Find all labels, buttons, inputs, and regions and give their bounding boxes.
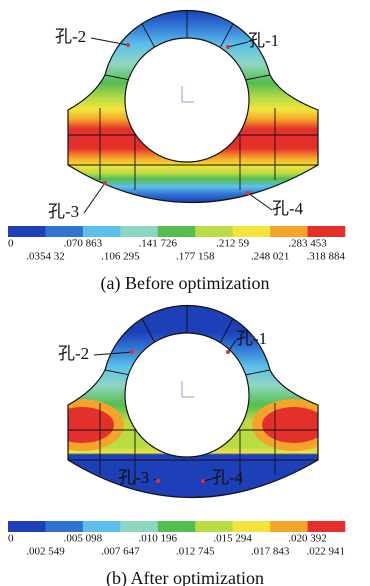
legend-label: .0354 32 (26, 251, 65, 263)
legend-label: 0 (8, 238, 14, 250)
legend-swatch (158, 226, 196, 237)
hole-label: 孔-3 (48, 202, 79, 221)
contour-body (60, 5, 325, 210)
panel-a: 孔-1 孔-2 孔-3 孔-4 0 .070 863 .141 726 .212 59 .283… (8, 5, 346, 294)
hole-label: 孔-4 (212, 468, 244, 487)
legend-label: .017 843 (251, 546, 290, 558)
hot-spot (50, 407, 114, 443)
legend-label: .070 863 (64, 238, 103, 250)
legend-swatch (120, 521, 158, 532)
hole-label: 孔-2 (58, 344, 89, 363)
hole-marker (226, 350, 230, 354)
legend-swatch (83, 521, 121, 532)
hole-marker (201, 479, 205, 483)
caption: (b) After optimization (106, 568, 264, 586)
hole-marker (103, 181, 107, 185)
legend-label: .177 158 (176, 251, 215, 263)
hole-label: 孔-3 (118, 468, 149, 487)
legend-swatch (45, 521, 83, 532)
hole-label: 孔-2 (55, 27, 86, 46)
hole-marker (126, 43, 130, 47)
legend-label: .007 647 (101, 546, 140, 558)
legend-label: .020 392 (288, 533, 327, 545)
legend-label: .010 196 (139, 533, 178, 545)
hole-marker (246, 191, 250, 195)
legend-label: .002 549 (26, 546, 65, 558)
legend-label: .005 098 (64, 533, 103, 545)
legend-swatch (233, 521, 271, 532)
legend-swatch (45, 226, 83, 237)
legend-label: .012 745 (176, 546, 215, 558)
legend-swatch (83, 226, 121, 237)
caption: (a) Before optimization (101, 273, 270, 294)
hole-label: 孔-1 (248, 31, 279, 50)
legend-label: .141 726 (139, 238, 178, 250)
legend-swatch (158, 521, 196, 532)
legend-swatch (195, 226, 233, 237)
legend-label: .248 021 (251, 251, 290, 263)
legend-swatch (120, 226, 158, 237)
hole-marker (130, 350, 134, 354)
hole-label: 孔-1 (236, 329, 267, 348)
hole-label: 孔-4 (272, 199, 304, 218)
legend-label: .106 295 (101, 251, 140, 263)
legend-label: .212 59 (216, 238, 250, 250)
hot-spot (262, 407, 326, 443)
legend-swatch (308, 226, 346, 237)
figure: 孔-1 孔-2 孔-3 孔-4 0 .070 863 .141 726 .212 59 .283… (0, 0, 370, 586)
legend-swatch (233, 226, 271, 237)
legend-label: .022 941 (307, 546, 346, 558)
leader-line (248, 193, 272, 210)
legend-label: .283 453 (288, 238, 327, 250)
legend-swatch (195, 521, 233, 532)
panel-b: 孔-1 孔-2 孔-3 孔-4 0 .005 098 .010 196 .015 294 .02… (8, 300, 345, 586)
legend-swatch (8, 226, 46, 237)
legend-label: .015 294 (213, 533, 252, 545)
legend-swatch (270, 226, 308, 237)
legend-label: .318 884 (307, 251, 346, 263)
legend-swatch (270, 521, 308, 532)
leader-line (84, 183, 105, 213)
hole-marker (226, 45, 230, 49)
legend-swatch (308, 521, 346, 532)
legend-swatch (8, 521, 46, 532)
legend-label: 0 (8, 533, 14, 545)
hole-marker (156, 479, 160, 483)
